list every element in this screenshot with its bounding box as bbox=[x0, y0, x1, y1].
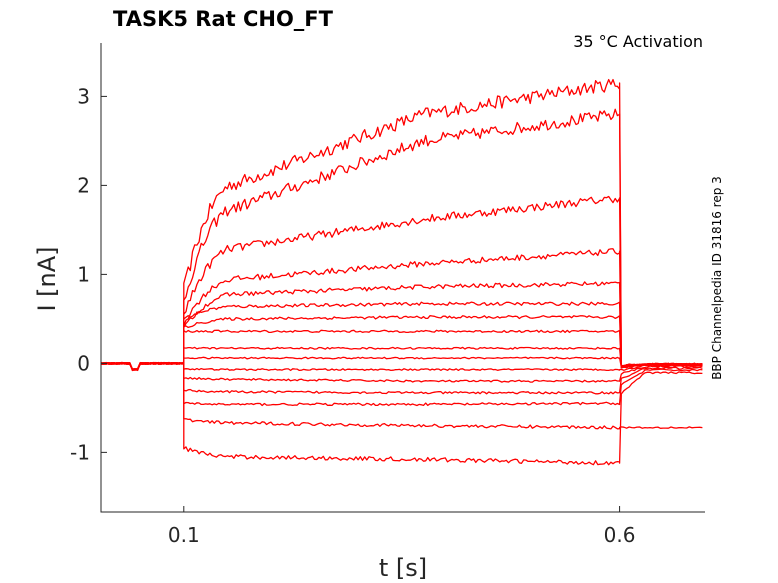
chart-title: TASK5 Rat CHO_FT bbox=[113, 7, 334, 31]
current-trace bbox=[100, 361, 703, 395]
temperature-annotation: 35 °C Activation bbox=[573, 32, 703, 51]
y-tick-label: 1 bbox=[77, 262, 90, 286]
x-axis-ticks: 0.1 0.6 bbox=[168, 506, 636, 547]
current-trace bbox=[100, 361, 703, 466]
y-tick-label: 0 bbox=[77, 351, 90, 375]
x-tick-label: 0.6 bbox=[604, 523, 636, 547]
current-trace bbox=[100, 356, 703, 371]
current-trace bbox=[100, 248, 703, 371]
side-id-label: BBP Channelpedia ID 31816 rep 3 bbox=[710, 176, 724, 380]
current-trace bbox=[100, 315, 703, 371]
y-tick-label: 3 bbox=[77, 84, 90, 108]
current-trace bbox=[100, 329, 703, 371]
traces-group bbox=[100, 78, 703, 466]
current-trace bbox=[100, 108, 703, 371]
current-trace bbox=[100, 301, 703, 371]
current-trace bbox=[100, 361, 703, 383]
axes-frame bbox=[100, 43, 705, 513]
current-trace bbox=[100, 362, 703, 372]
y-tick-label: 2 bbox=[77, 173, 90, 197]
current-trace bbox=[100, 281, 703, 370]
current-trace bbox=[100, 361, 703, 430]
y-tick-label: -1 bbox=[70, 440, 90, 464]
current-trace bbox=[100, 346, 703, 371]
y-axis-label: I [nA] bbox=[33, 246, 61, 311]
y-axis-ticks: -1 0 1 2 3 bbox=[70, 84, 107, 464]
x-axis-label: t [s] bbox=[379, 554, 427, 582]
current-trace bbox=[100, 78, 703, 371]
current-trace bbox=[100, 195, 703, 371]
current-trace bbox=[100, 361, 703, 407]
x-tick-label: 0.1 bbox=[168, 523, 200, 547]
